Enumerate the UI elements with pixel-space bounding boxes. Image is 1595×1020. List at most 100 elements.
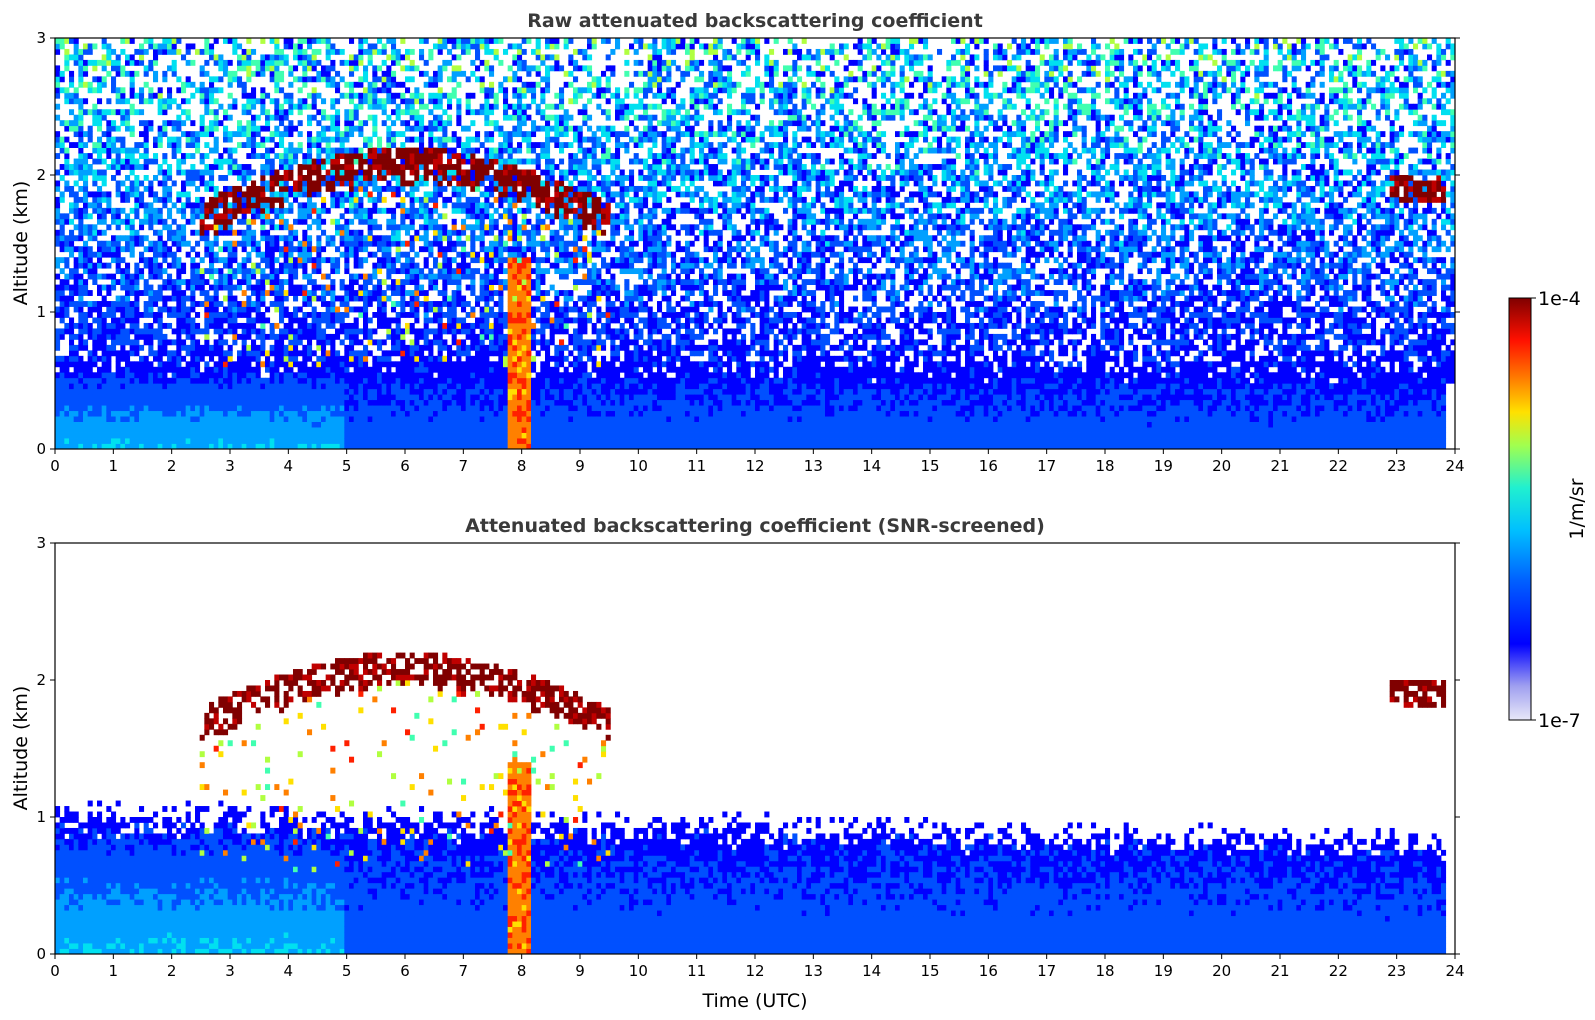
heatmap-cell <box>377 443 383 449</box>
heatmap-cell <box>442 213 448 220</box>
heatmap-cell <box>237 279 243 285</box>
heatmap-cell <box>279 416 285 422</box>
heatmap-cell <box>321 438 327 444</box>
heatmap-cell <box>255 240 261 247</box>
heatmap-cell <box>353 196 359 203</box>
heatmap-cell <box>162 416 168 422</box>
heatmap-cell <box>423 103 429 110</box>
heatmap-cell <box>325 333 331 340</box>
heatmap-cell <box>391 443 397 449</box>
heatmap-cell <box>465 312 471 318</box>
heatmap-cell <box>209 207 215 214</box>
heatmap-cell <box>190 438 196 444</box>
heatmap-cell <box>195 87 201 94</box>
heatmap-cell <box>265 438 271 444</box>
heatmap-cell <box>274 65 280 72</box>
heatmap-cell <box>358 405 364 412</box>
heatmap-cell <box>55 333 61 340</box>
heatmap-cell <box>153 191 159 198</box>
heatmap-cell <box>283 38 289 44</box>
heatmap-cell <box>311 262 317 269</box>
heatmap-cell <box>321 355 327 362</box>
heatmap-cell <box>111 213 117 220</box>
heatmap-cell <box>59 38 65 44</box>
heatmap-cell <box>83 361 89 368</box>
heatmap-cell <box>195 142 201 148</box>
heatmap-cell <box>288 416 294 422</box>
heatmap-cell <box>316 405 322 412</box>
heatmap-cell <box>465 48 471 55</box>
heatmap-cell <box>97 120 103 127</box>
heatmap-cell <box>237 268 243 275</box>
heatmap-cell <box>255 290 261 296</box>
heatmap-cell <box>335 229 341 236</box>
heatmap-cell <box>479 322 485 329</box>
heatmap-cell <box>111 350 117 357</box>
heatmap-cell <box>223 246 229 253</box>
heatmap-cell <box>451 290 457 296</box>
heatmap-cell <box>423 410 429 417</box>
heatmap-cell <box>447 405 453 412</box>
heatmap-cell <box>288 405 294 412</box>
heatmap-cell <box>405 240 411 247</box>
heatmap-cell <box>148 213 154 220</box>
heatmap-cell <box>241 377 247 384</box>
heatmap-cell <box>129 312 135 318</box>
heatmap-cell <box>428 344 434 351</box>
heatmap-cell <box>311 377 317 384</box>
heatmap-cell <box>372 120 378 127</box>
heatmap-cell <box>437 372 443 379</box>
heatmap-cell <box>78 218 84 225</box>
heatmap-cell <box>218 383 224 390</box>
heatmap-cell <box>255 268 261 275</box>
heatmap-cell <box>321 399 327 406</box>
heatmap-cell <box>162 125 168 132</box>
heatmap-cell <box>386 273 392 280</box>
heatmap-cell <box>265 180 271 187</box>
heatmap-cell <box>344 175 350 181</box>
heatmap-cell <box>330 350 336 357</box>
heatmap-cell <box>148 295 154 302</box>
heatmap-cell <box>106 361 112 368</box>
heatmap-cell <box>321 76 327 83</box>
heatmap-cell <box>176 268 182 275</box>
heatmap-cell <box>59 361 65 368</box>
heatmap-cell <box>302 262 308 269</box>
heatmap-cell <box>461 142 467 148</box>
heatmap-cell <box>92 142 98 148</box>
heatmap-cell <box>171 394 177 401</box>
heatmap-cell <box>157 333 163 340</box>
heatmap-cell <box>302 202 308 209</box>
heatmap-cell <box>400 98 406 105</box>
heatmap-cell <box>475 224 481 231</box>
heatmap-cell <box>447 301 453 307</box>
heatmap-cell <box>274 333 280 340</box>
heatmap-cell <box>199 92 205 99</box>
heatmap-cell <box>330 59 336 66</box>
heatmap-cell <box>339 383 345 390</box>
heatmap-cell <box>409 92 415 99</box>
heatmap-cell <box>465 388 471 395</box>
heatmap-cell <box>181 427 187 433</box>
heatmap-cell <box>335 427 341 433</box>
heatmap-cell <box>260 317 266 324</box>
heatmap-cell <box>456 120 462 127</box>
heatmap-cell <box>423 175 429 181</box>
heatmap-cell <box>92 224 98 231</box>
heatmap-cell <box>69 125 75 132</box>
heatmap-cell <box>260 109 266 116</box>
heatmap-cell <box>293 290 299 296</box>
heatmap-cell <box>64 218 70 225</box>
heatmap-cell <box>218 312 224 318</box>
heatmap-cell <box>265 114 271 121</box>
heatmap-cell <box>153 268 159 275</box>
heatmap-cell <box>78 416 84 422</box>
heatmap-cell <box>204 92 210 99</box>
heatmap-cell <box>167 443 173 449</box>
heatmap-cell <box>419 361 425 368</box>
heatmap-cell <box>73 158 79 165</box>
heatmap-cell <box>199 344 205 351</box>
heatmap-cell <box>129 279 135 285</box>
heatmap-cell <box>311 54 317 61</box>
heatmap-cell <box>157 169 163 176</box>
